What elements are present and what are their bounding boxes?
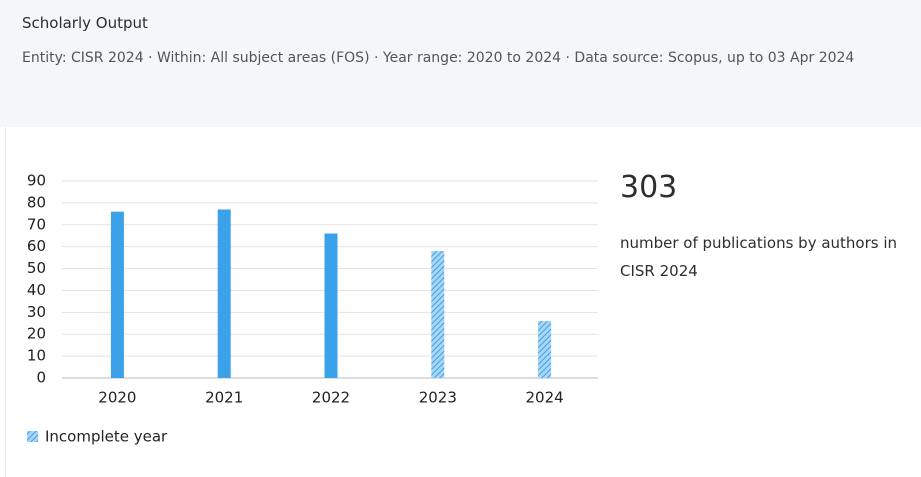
bar: [110, 211, 124, 378]
x-tick-label: 2021: [205, 389, 243, 407]
bar: [324, 233, 338, 378]
y-tick-label: 60: [27, 237, 46, 255]
y-tick-label: 0: [36, 369, 46, 387]
legend-label: Incomplete year: [45, 428, 168, 446]
panel-border: [5, 127, 6, 477]
bar: [217, 209, 231, 378]
summary-label: number of publications by authors in CIS…: [620, 234, 898, 280]
y-tick-label: 50: [27, 259, 46, 277]
x-tick-label: 2020: [98, 389, 136, 407]
y-tick-label: 20: [27, 325, 46, 343]
legend-swatch: [27, 431, 38, 442]
y-tick-label: 80: [27, 193, 46, 211]
y-tick-label: 30: [27, 303, 46, 321]
x-tick-label: 2023: [419, 389, 457, 407]
subtitle: Entity: CISR 2024 · Within: All subject …: [22, 50, 855, 66]
y-tick-label: 90: [27, 172, 46, 190]
bar: [538, 321, 552, 378]
y-tick-label: 10: [27, 347, 46, 365]
chart: 0 10 20 30 40 50 60 70 80 90 2020 2021 2022 2023 2024 I…: [27, 172, 598, 446]
y-tick-label: 40: [27, 281, 46, 299]
x-tick-label: 2022: [312, 389, 350, 407]
x-tick-label: 2024: [526, 389, 564, 407]
header: Scholarly Output Entity: CISR 2024 · Wit…: [0, 0, 921, 127]
summary-value: 303: [620, 170, 678, 205]
title: Scholarly Output: [22, 14, 148, 32]
bar: [431, 251, 445, 378]
y-tick-label: 70: [27, 215, 46, 233]
